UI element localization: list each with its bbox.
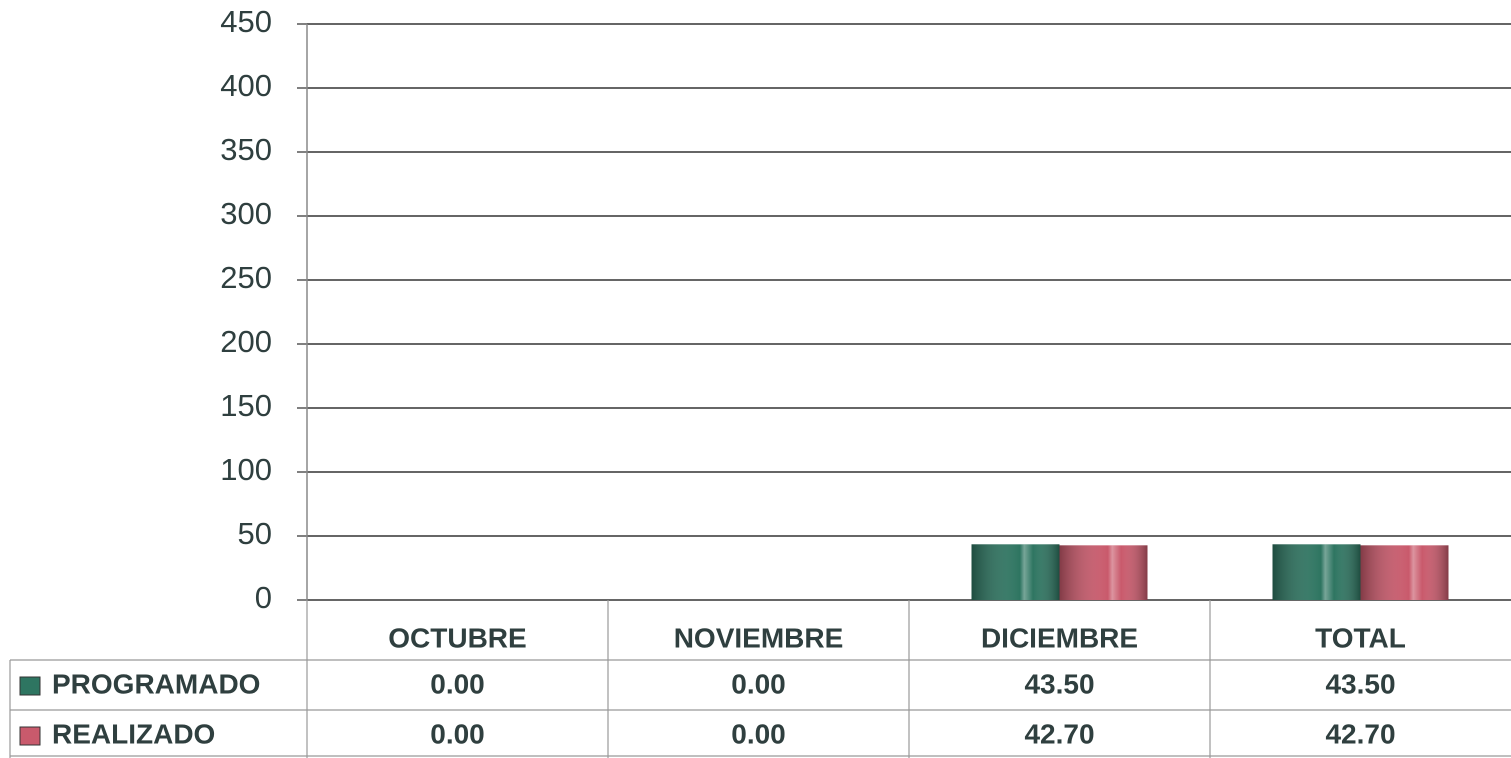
- y-tick-label: 150: [220, 388, 272, 423]
- data-label: 43.50: [1024, 668, 1094, 699]
- y-tick-label: 250: [220, 260, 272, 295]
- data-label: 0.00: [731, 668, 786, 699]
- y-tick-label: 100: [220, 452, 272, 487]
- y-tick-label: 450: [220, 4, 272, 39]
- x-tick-label: DICIEMBRE: [981, 622, 1138, 653]
- y-tick-label: 300: [220, 196, 272, 231]
- bar: [1360, 545, 1449, 600]
- bar: [971, 544, 1060, 600]
- data-label: 42.70: [1024, 718, 1094, 749]
- y-tick-label: 200: [220, 324, 272, 359]
- x-tick-label: NOVIEMBRE: [674, 622, 844, 653]
- y-tick-label: 350: [220, 132, 272, 167]
- x-tick-label: TOTAL: [1315, 622, 1406, 653]
- y-tick-label: 0: [255, 580, 272, 615]
- x-tick-label: OCTUBRE: [388, 622, 526, 653]
- y-tick-label: 400: [220, 68, 272, 103]
- legend-key: [19, 726, 41, 746]
- data-label: 0.00: [430, 718, 485, 749]
- legend-label: PROGRAMADO: [52, 668, 260, 699]
- data-label: 42.70: [1325, 718, 1395, 749]
- data-label: 0.00: [731, 718, 786, 749]
- y-tick-label: 50: [238, 516, 272, 551]
- data-label: 43.50: [1325, 668, 1395, 699]
- bar: [1059, 545, 1148, 600]
- legend-label: REALIZADO: [52, 718, 215, 749]
- legend-key: [19, 676, 41, 696]
- data-label: 0.00: [430, 668, 485, 699]
- bar: [1272, 544, 1361, 600]
